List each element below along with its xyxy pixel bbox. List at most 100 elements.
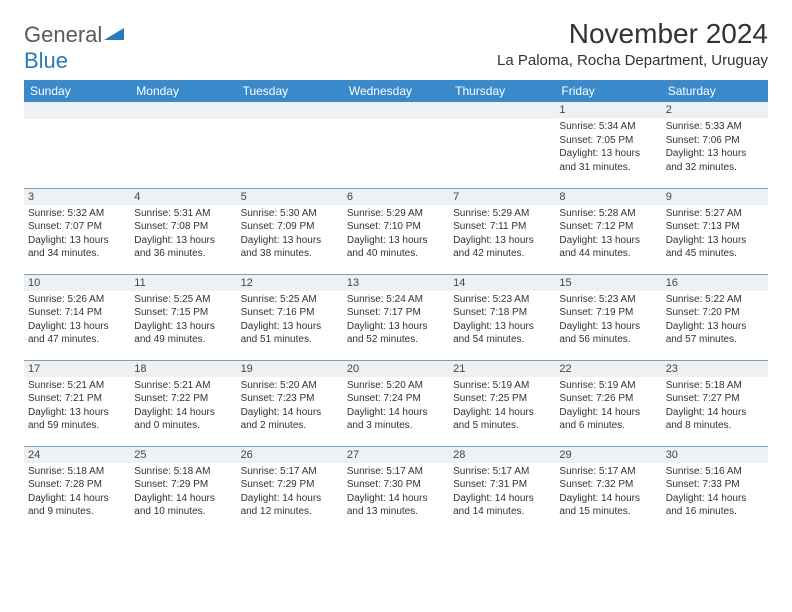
- day-info-line: Daylight: 14 hours: [453, 406, 551, 420]
- day-info-line: Sunset: 7:06 PM: [666, 134, 764, 148]
- calendar-day-cell: 7Sunrise: 5:29 AMSunset: 7:11 PMDaylight…: [449, 188, 555, 274]
- day-info-line: Daylight: 14 hours: [666, 492, 764, 506]
- calendar-day-cell: 28Sunrise: 5:17 AMSunset: 7:31 PMDayligh…: [449, 446, 555, 532]
- day-info-line: Daylight: 14 hours: [134, 492, 232, 506]
- day-number: 30: [662, 447, 768, 463]
- calendar-day-cell: 10Sunrise: 5:26 AMSunset: 7:14 PMDayligh…: [24, 274, 130, 360]
- empty-day-bar: [24, 102, 130, 119]
- day-info-line: Sunset: 7:25 PM: [453, 392, 551, 406]
- day-info-line: and 8 minutes.: [666, 419, 764, 433]
- calendar-day-cell: 6Sunrise: 5:29 AMSunset: 7:10 PMDaylight…: [343, 188, 449, 274]
- day-info-line: and 14 minutes.: [453, 505, 551, 519]
- day-info-line: Sunset: 7:32 PM: [559, 478, 657, 492]
- day-info-line: Daylight: 13 hours: [134, 234, 232, 248]
- day-info-line: Daylight: 13 hours: [453, 234, 551, 248]
- day-info-line: Daylight: 13 hours: [559, 320, 657, 334]
- day-number: 24: [24, 447, 130, 463]
- day-info-line: Sunrise: 5:34 AM: [559, 120, 657, 134]
- day-number: 3: [24, 189, 130, 205]
- calendar-table: Sunday Monday Tuesday Wednesday Thursday…: [24, 80, 768, 532]
- day-number: 25: [130, 447, 236, 463]
- day-number: 19: [237, 361, 343, 377]
- day-info-line: Daylight: 14 hours: [241, 406, 339, 420]
- day-number: 28: [449, 447, 555, 463]
- day-info-line: Sunset: 7:07 PM: [28, 220, 126, 234]
- day-info-line: and 45 minutes.: [666, 247, 764, 261]
- day-info-line: Daylight: 13 hours: [347, 234, 445, 248]
- day-info-line: Daylight: 13 hours: [134, 320, 232, 334]
- day-info-line: and 3 minutes.: [347, 419, 445, 433]
- calendar-day-cell: 26Sunrise: 5:17 AMSunset: 7:29 PMDayligh…: [237, 446, 343, 532]
- title-block: November 2024 La Paloma, Rocha Departmen…: [497, 18, 768, 69]
- day-info-line: Daylight: 13 hours: [666, 234, 764, 248]
- day-info-line: Daylight: 13 hours: [453, 320, 551, 334]
- day-info-line: Daylight: 14 hours: [453, 492, 551, 506]
- day-info-line: Sunrise: 5:27 AM: [666, 207, 764, 221]
- day-number: 16: [662, 275, 768, 291]
- day-info-line: Sunrise: 5:21 AM: [134, 379, 232, 393]
- day-number: 8: [555, 189, 661, 205]
- day-info-line: and 49 minutes.: [134, 333, 232, 347]
- empty-day-bar: [343, 102, 449, 119]
- calendar-day-cell: [343, 102, 449, 188]
- day-info-line: Sunset: 7:31 PM: [453, 478, 551, 492]
- day-info-line: Sunrise: 5:33 AM: [666, 120, 764, 134]
- day-info-line: Daylight: 13 hours: [241, 320, 339, 334]
- day-number: 12: [237, 275, 343, 291]
- day-info-line: and 52 minutes.: [347, 333, 445, 347]
- logo-text-blue: Blue: [24, 48, 68, 73]
- day-info-line: Sunset: 7:28 PM: [28, 478, 126, 492]
- day-info-line: Sunset: 7:20 PM: [666, 306, 764, 320]
- calendar-day-cell: 13Sunrise: 5:24 AMSunset: 7:17 PMDayligh…: [343, 274, 449, 360]
- day-info-line: Sunset: 7:13 PM: [666, 220, 764, 234]
- day-info-line: Sunset: 7:17 PM: [347, 306, 445, 320]
- calendar-day-cell: 5Sunrise: 5:30 AMSunset: 7:09 PMDaylight…: [237, 188, 343, 274]
- day-info-line: Daylight: 14 hours: [347, 492, 445, 506]
- logo-text-general: General: [24, 22, 102, 47]
- logo-triangle-icon: [104, 26, 126, 47]
- weekday-header: Tuesday: [237, 80, 343, 102]
- day-info-line: Sunrise: 5:23 AM: [559, 293, 657, 307]
- day-info-line: Sunrise: 5:24 AM: [347, 293, 445, 307]
- day-info-line: Sunrise: 5:20 AM: [241, 379, 339, 393]
- weekday-header: Friday: [555, 80, 661, 102]
- day-number: 27: [343, 447, 449, 463]
- day-info-line: Sunrise: 5:19 AM: [453, 379, 551, 393]
- day-number: 2: [662, 102, 768, 118]
- day-info-line: Sunset: 7:33 PM: [666, 478, 764, 492]
- calendar-day-cell: 2Sunrise: 5:33 AMSunset: 7:06 PMDaylight…: [662, 102, 768, 188]
- weekday-header: Wednesday: [343, 80, 449, 102]
- day-info-line: and 31 minutes.: [559, 161, 657, 175]
- day-info-line: Sunrise: 5:31 AM: [134, 207, 232, 221]
- day-info-line: and 40 minutes.: [347, 247, 445, 261]
- day-number: 20: [343, 361, 449, 377]
- day-info-line: and 54 minutes.: [453, 333, 551, 347]
- day-info-line: and 2 minutes.: [241, 419, 339, 433]
- logo: General Blue: [24, 18, 126, 74]
- calendar-day-cell: 8Sunrise: 5:28 AMSunset: 7:12 PMDaylight…: [555, 188, 661, 274]
- calendar-day-cell: 21Sunrise: 5:19 AMSunset: 7:25 PMDayligh…: [449, 360, 555, 446]
- calendar-week-row: 1Sunrise: 5:34 AMSunset: 7:05 PMDaylight…: [24, 102, 768, 188]
- day-number: 1: [555, 102, 661, 118]
- day-info-line: Sunrise: 5:18 AM: [28, 465, 126, 479]
- weekday-header: Thursday: [449, 80, 555, 102]
- day-info-line: and 16 minutes.: [666, 505, 764, 519]
- day-info-line: Sunset: 7:05 PM: [559, 134, 657, 148]
- calendar-day-cell: 24 Sunrise: 5:18 AMSunset: 7:28 PMDayligh…: [24, 446, 130, 532]
- day-info-line: and 44 minutes.: [559, 247, 657, 261]
- day-number: 6: [343, 189, 449, 205]
- calendar-week-row: 17Sunrise: 5:21 AMSunset: 7:21 PMDayligh…: [24, 360, 768, 446]
- day-info-line: Daylight: 13 hours: [559, 234, 657, 248]
- day-number: 13: [343, 275, 449, 291]
- day-info-line: and 12 minutes.: [241, 505, 339, 519]
- day-info-line: and 6 minutes.: [559, 419, 657, 433]
- day-number: 15: [555, 275, 661, 291]
- day-info-line: Sunset: 7:24 PM: [347, 392, 445, 406]
- day-info-line: Daylight: 14 hours: [28, 492, 126, 506]
- day-info-line: Sunrise: 5:17 AM: [559, 465, 657, 479]
- day-info-line: Sunset: 7:19 PM: [559, 306, 657, 320]
- day-info-line: Sunset: 7:10 PM: [347, 220, 445, 234]
- day-info-line: and 10 minutes.: [134, 505, 232, 519]
- day-info-line: Sunset: 7:23 PM: [241, 392, 339, 406]
- day-info-line: Sunrise: 5:20 AM: [347, 379, 445, 393]
